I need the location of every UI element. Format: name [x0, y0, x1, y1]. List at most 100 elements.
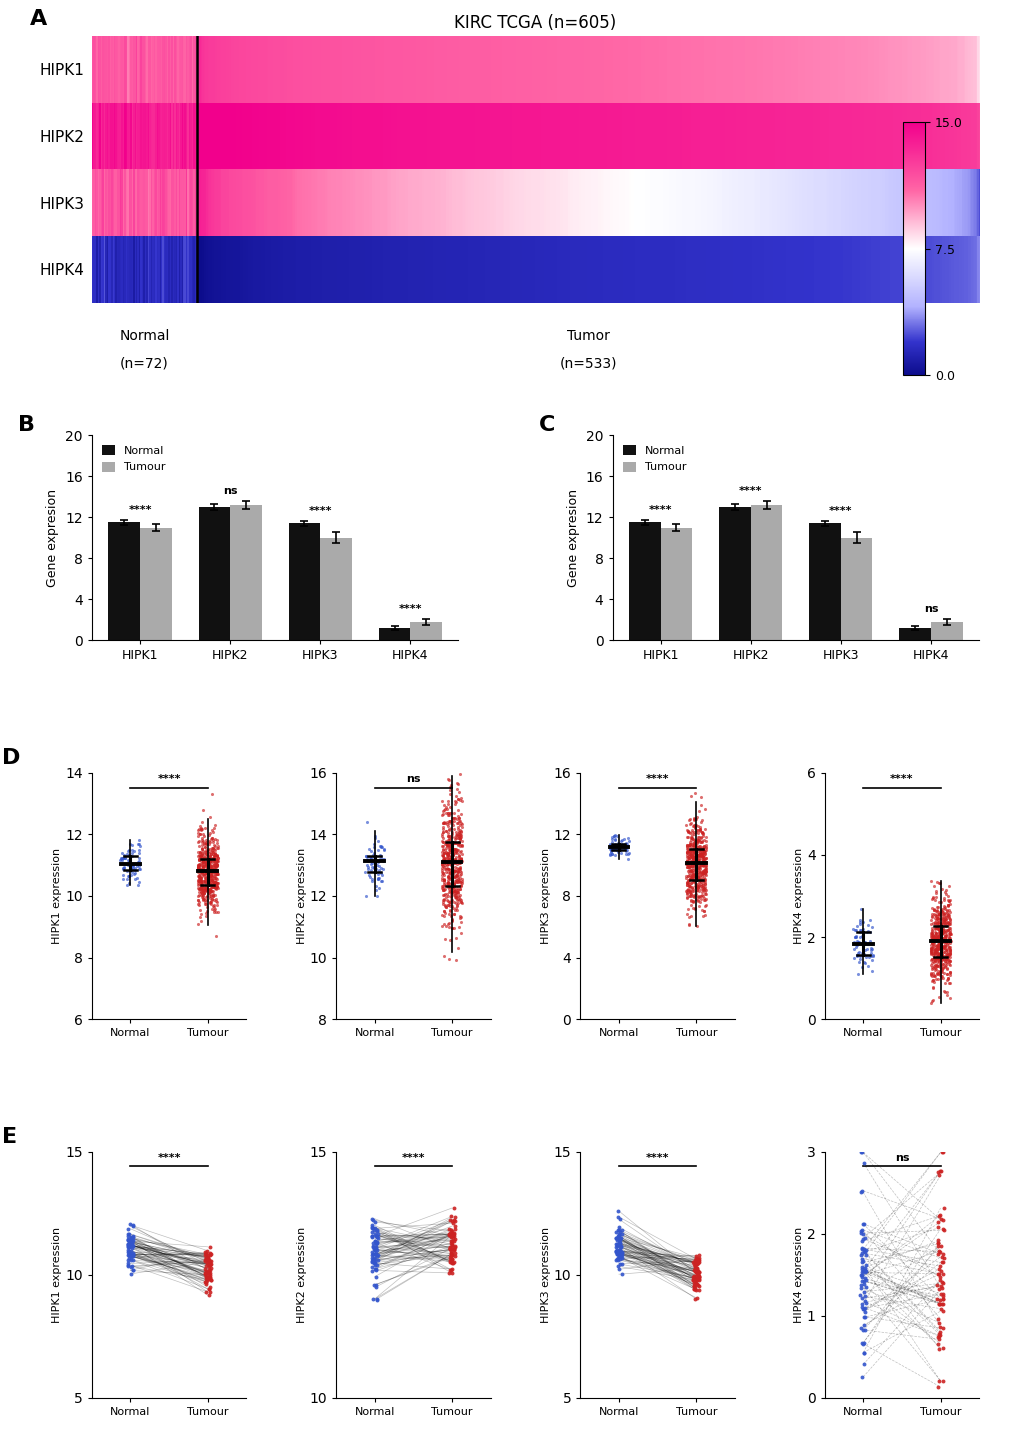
Point — [194, 865, 210, 888]
Point — [925, 970, 942, 993]
Point — [360, 850, 376, 873]
Point — [360, 857, 376, 880]
Point — [924, 935, 941, 958]
Point — [203, 843, 219, 866]
Point — [929, 1331, 946, 1355]
Point — [607, 1239, 624, 1262]
Point — [925, 927, 942, 950]
Point — [687, 865, 703, 888]
Point — [608, 1228, 625, 1251]
Point — [439, 857, 455, 880]
Point — [205, 885, 221, 908]
Point — [444, 842, 461, 865]
Point — [209, 855, 225, 878]
Point — [191, 866, 207, 889]
Point — [933, 1251, 950, 1274]
Point — [678, 846, 694, 869]
Point — [689, 843, 705, 866]
Point — [940, 965, 956, 989]
Point — [936, 882, 953, 905]
Point — [688, 879, 704, 902]
Point — [942, 929, 958, 953]
Point — [113, 849, 129, 872]
Point — [612, 1233, 629, 1257]
Point — [445, 870, 462, 893]
Point — [686, 834, 702, 857]
Point — [683, 827, 699, 850]
Point — [453, 813, 470, 836]
Point — [207, 834, 223, 857]
Point — [927, 928, 944, 951]
Point — [690, 880, 706, 904]
Point — [609, 1255, 626, 1278]
Point — [130, 855, 147, 878]
Point — [440, 1218, 457, 1241]
Point — [937, 940, 954, 963]
Point — [863, 944, 879, 967]
Point — [941, 938, 957, 961]
Point — [605, 824, 622, 847]
Point — [206, 844, 222, 867]
Point — [846, 918, 862, 941]
Point — [365, 833, 381, 856]
Point — [201, 867, 217, 891]
Point — [938, 968, 955, 991]
Point — [197, 1262, 213, 1285]
Point — [130, 847, 147, 870]
Point — [439, 872, 455, 895]
Point — [933, 909, 950, 932]
Point — [689, 821, 705, 844]
Point — [434, 855, 450, 878]
Point — [932, 901, 949, 924]
Point — [442, 891, 459, 914]
Point — [679, 853, 695, 876]
Point — [941, 942, 957, 965]
Point — [696, 857, 712, 880]
Point — [434, 826, 450, 849]
Point — [603, 842, 620, 865]
Point — [685, 869, 701, 892]
Point — [442, 880, 459, 904]
Point — [942, 908, 958, 931]
Point — [695, 899, 711, 922]
Point — [925, 911, 942, 934]
Point — [689, 818, 705, 842]
Point — [606, 844, 623, 867]
Point — [199, 879, 215, 902]
Bar — [410, 623, 441, 640]
Point — [691, 817, 707, 840]
Point — [609, 1223, 626, 1246]
Point — [679, 840, 695, 863]
Text: ****: **** — [648, 504, 672, 514]
Point — [200, 839, 216, 862]
Point — [209, 834, 225, 857]
Point — [446, 1236, 463, 1259]
Point — [933, 1336, 950, 1359]
Point — [445, 1222, 462, 1245]
Point — [933, 942, 950, 965]
Point — [941, 925, 957, 948]
Point — [193, 844, 209, 867]
Point — [202, 856, 218, 879]
Point — [364, 1259, 380, 1282]
Point — [610, 1239, 627, 1262]
Point — [685, 1271, 701, 1294]
Point — [929, 906, 946, 929]
Point — [451, 888, 468, 911]
Point — [452, 834, 469, 857]
Point — [690, 866, 706, 889]
Point — [450, 831, 467, 855]
Point — [863, 915, 879, 938]
Point — [697, 870, 713, 893]
Point — [847, 935, 863, 958]
Point — [697, 865, 713, 888]
Point — [941, 922, 957, 945]
Point — [688, 882, 704, 905]
Point — [691, 837, 707, 860]
Point — [203, 875, 219, 898]
Point — [925, 904, 942, 927]
Point — [203, 859, 219, 882]
Point — [926, 948, 943, 971]
Point — [364, 1216, 380, 1239]
Point — [197, 816, 213, 839]
